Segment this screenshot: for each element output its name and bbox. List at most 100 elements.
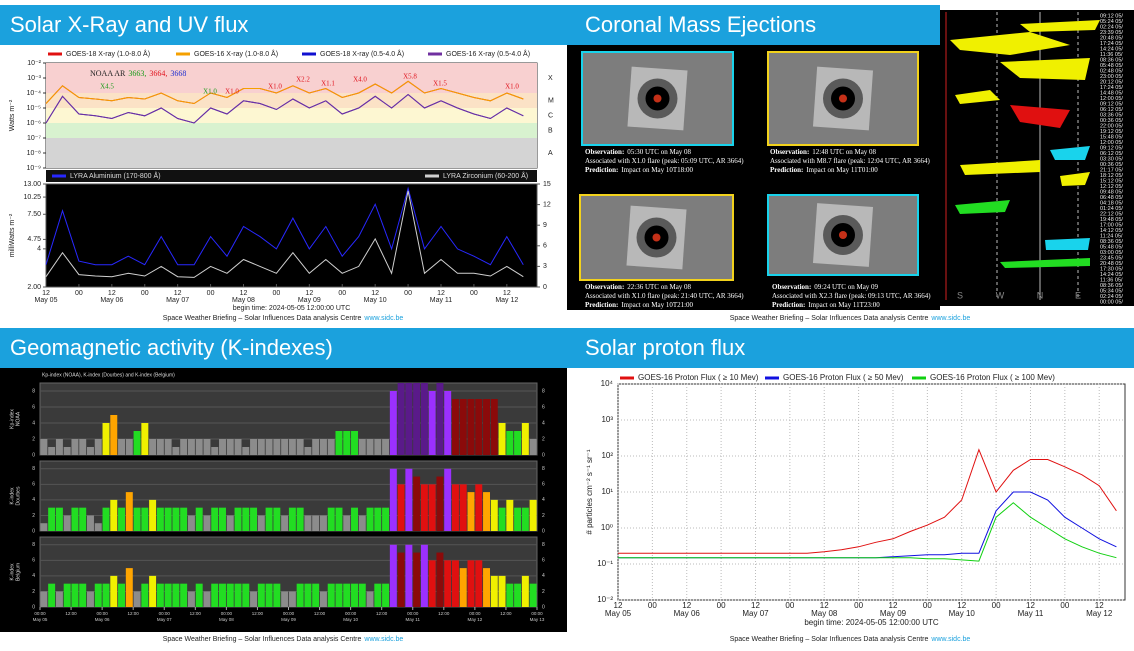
y-tick-label: 13.00 [23, 181, 41, 188]
k-bar [172, 508, 179, 531]
k-bar [79, 584, 86, 607]
panel-title: Geomagnetic activity (K-indexes) [10, 335, 333, 360]
slide: Solar X-Ray and UV flux Coronal Mass Eje… [0, 0, 1134, 646]
x-tick-sublabel: May 10 [949, 609, 976, 618]
caption-label: Prediction: [585, 301, 618, 309]
page: {"footer":{"text":"Space Weather Briefin… [0, 0, 1134, 646]
k-bar [134, 591, 141, 607]
k-bar [281, 439, 288, 455]
k-bar [506, 584, 513, 607]
caption-label: Prediction: [585, 166, 618, 174]
x-tick-label: 00 [470, 290, 478, 297]
y-tick-label: 10⁻² [597, 595, 613, 604]
k-bar [235, 439, 242, 455]
k-bar [71, 439, 78, 455]
k-bar [429, 391, 436, 455]
x-tick-sublabel: May 12 [1086, 609, 1113, 618]
x-tick-label: 12:00 [190, 611, 202, 616]
y-tick-label: 10⁻¹ [597, 559, 613, 568]
k-bar [172, 584, 179, 607]
caption-text: 09:24 UTC on May 09 [814, 283, 878, 291]
x-tick-label: 12:00 [128, 611, 140, 616]
k-bar [297, 508, 304, 531]
y-tick-label: 10² [601, 451, 613, 460]
legend-label: GOES-16 X-ray (0.5-4.0 Å) [446, 49, 530, 58]
y2-tick-label: 15 [543, 181, 551, 188]
k-bar [382, 439, 389, 455]
panel-title: Solar proton flux [585, 335, 745, 360]
x-tick-sublabel: May 10 [364, 297, 387, 304]
row-label: Belgium [15, 563, 21, 581]
k-bar [312, 515, 319, 531]
k-bar [118, 584, 125, 607]
y2-tick-label: 8 [542, 466, 545, 472]
k-bar [444, 391, 451, 455]
k-bar [266, 439, 273, 455]
class-label: C [548, 112, 553, 119]
k-bar [398, 484, 405, 531]
k-bar [475, 484, 482, 531]
k-bar [242, 447, 249, 455]
k-bar [413, 477, 420, 531]
y-tick-label: 6 [32, 404, 35, 410]
caption-text: 05:30 UTC on May 08 [627, 148, 691, 156]
k-bar [273, 439, 280, 455]
y2-tick-label: 2 [542, 436, 545, 442]
k-bar [405, 383, 412, 455]
x-axis-label: begin time: 2024-05-05 12:00:00 UTC [233, 305, 351, 312]
k-bar [413, 553, 420, 607]
region-number: 3663, [128, 69, 146, 78]
class-label: X [548, 75, 553, 82]
y-tick-label: 4.75 [27, 236, 41, 243]
x-tick-label: 12:00 [500, 611, 512, 616]
footer-text: Space Weather Briefing – Solar Influence… [730, 315, 929, 322]
k-bar [289, 439, 296, 455]
cme-caption: Prediction:Impact on May 11T01:00 [770, 166, 878, 174]
caption-text: 22:36 UTC on May 08 [627, 283, 691, 291]
k-bar [460, 568, 467, 607]
footer-link[interactable]: www.sidc.be [363, 315, 403, 322]
x-tick-sublabel: May 06 [674, 609, 701, 618]
footer-link[interactable]: www.sidc.be [930, 636, 970, 643]
y-tick-label: 8 [32, 388, 35, 394]
x-tick-sublabel: May 12 [495, 297, 518, 304]
y2-tick-label: 8 [542, 542, 545, 548]
cme-caption: Associated with X2.3 flare (peak: 09:13 … [772, 292, 931, 300]
plot-area [618, 384, 1125, 600]
footer: Space Weather Briefing – Solar Influence… [163, 315, 404, 322]
k-bar [429, 484, 436, 531]
k-bar [398, 383, 405, 455]
k-bar [180, 439, 187, 455]
row-label: NOAA [15, 411, 21, 426]
k-bar [530, 500, 537, 531]
legend-label: GOES-16 Proton Flux ( ≥ 50 Mev) [783, 373, 904, 382]
footer-link[interactable]: www.sidc.be [930, 315, 970, 322]
k-bar [421, 545, 428, 607]
y2-tick-label: 2 [542, 589, 545, 595]
k-bar [514, 508, 521, 531]
cme-caption: Observation:12:48 UTC on May 08 [770, 148, 877, 156]
k-bar [390, 469, 397, 531]
y2-tick-label: 4 [542, 420, 545, 426]
k-bar [382, 508, 389, 531]
x-tick-label: 12:00 [314, 611, 326, 616]
k-bar [367, 591, 374, 607]
panel-title: Solar X-Ray and UV flux [10, 12, 248, 37]
k-bar [491, 576, 498, 607]
k-bar [196, 584, 203, 607]
k-bar [242, 508, 249, 531]
k-bar [297, 439, 304, 455]
k-bar [405, 545, 412, 607]
k-bar [40, 591, 47, 607]
footer-link[interactable]: www.sidc.be [363, 636, 403, 643]
flare-label: X1.0 [505, 83, 519, 91]
caption-text: Associated with M8.7 flare (peak: 12:04 … [770, 157, 930, 165]
y-tick-label: 8 [32, 466, 35, 472]
k-bar [421, 484, 428, 531]
x-tick-label: 00:00 [159, 611, 171, 616]
strip-direction: N [1037, 290, 1044, 300]
k-bar [180, 584, 187, 607]
k-bar [468, 492, 475, 531]
k-bar [452, 560, 459, 607]
k-bar [95, 439, 102, 455]
